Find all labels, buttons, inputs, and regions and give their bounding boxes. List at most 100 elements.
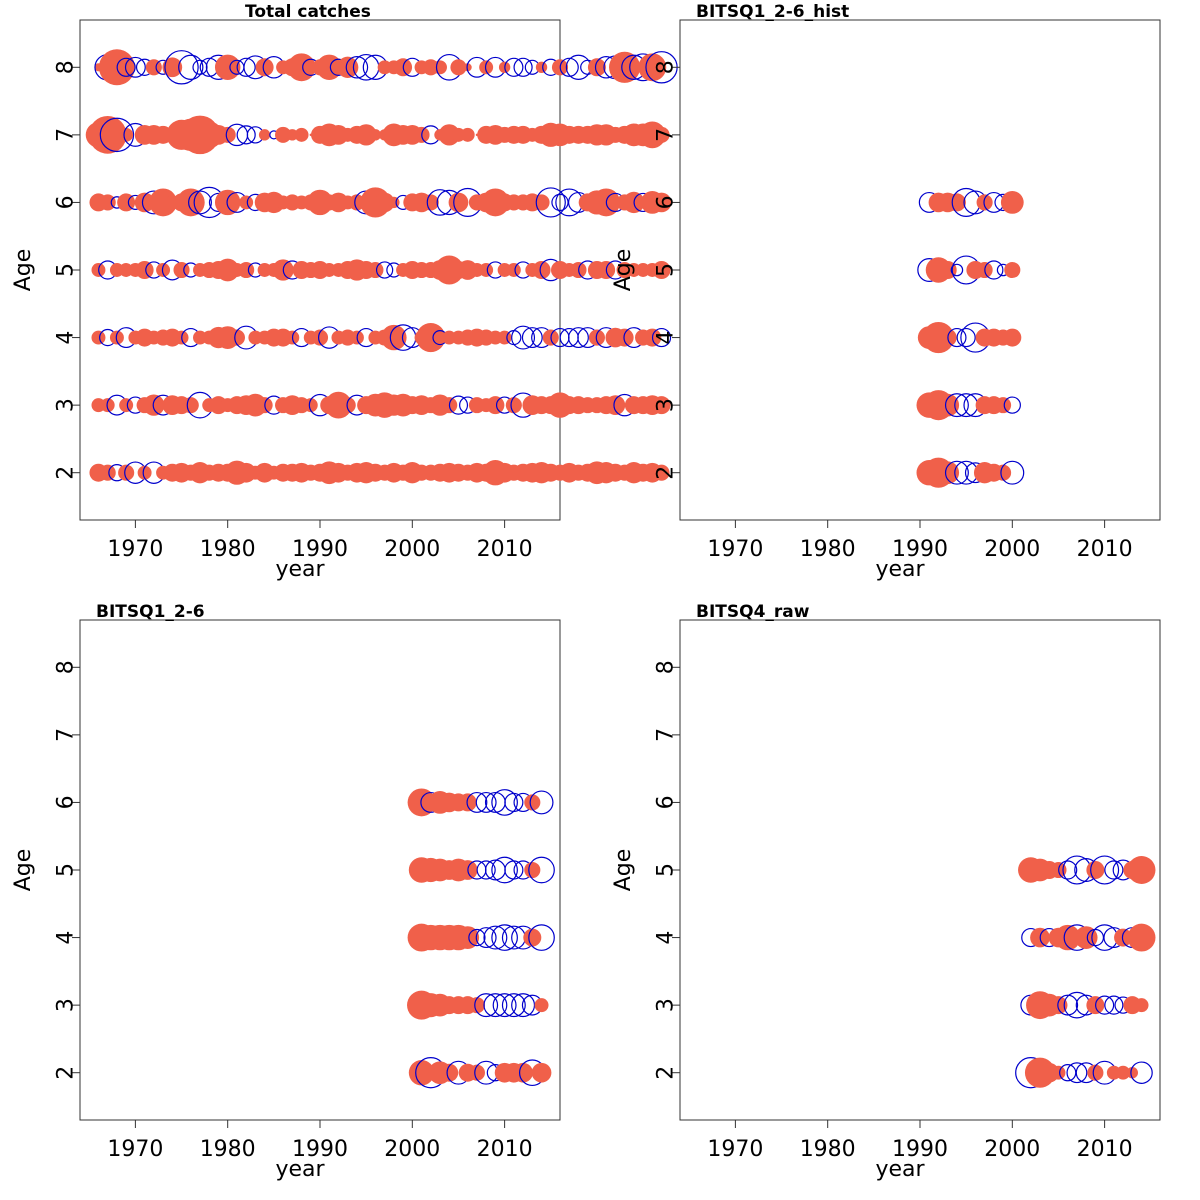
positive-residual-bubble [995, 464, 1012, 481]
positive-residual-bubble [275, 126, 292, 143]
positive-residual-bubble [479, 263, 494, 277]
negative-residual-bubble [1130, 1061, 1153, 1084]
negative-residual-bubble [99, 117, 135, 153]
positive-residual-bubble [109, 330, 124, 345]
y-tick-label: 8 [654, 60, 679, 74]
positive-residual-bubble [448, 192, 469, 213]
bubbles [1015, 855, 1156, 1089]
positive-residual-bubble [381, 324, 407, 351]
x-tick-label: 1990 [292, 1137, 348, 1162]
positive-residual-bubble [1116, 1065, 1131, 1080]
positive-residual-bubble [228, 329, 245, 346]
negative-residual-bubble [1066, 1062, 1088, 1084]
positive-residual-bubble [535, 61, 548, 73]
negative-residual-bubble [448, 395, 469, 415]
positive-residual-bubble [286, 129, 298, 141]
plot-frame [79, 619, 561, 1121]
y-tick-label: 2 [654, 466, 679, 480]
positive-residual-bubble [91, 330, 106, 345]
positive-residual-bubble [1127, 923, 1156, 952]
positive-residual-bubble [339, 397, 356, 414]
negative-residual-bubble [474, 993, 499, 1018]
negative-residual-bubble [568, 327, 589, 349]
negative-residual-bubble [468, 928, 486, 947]
x-tick-label: 1990 [892, 1137, 948, 1162]
positive-residual-bubble [1049, 996, 1068, 1015]
positive-residual-bubble [100, 398, 115, 413]
x-tick-label: 1970 [707, 537, 763, 562]
panel-title: Total catches [245, 2, 371, 22]
positive-residual-bubble [936, 461, 960, 485]
positive-residual-bubble [1003, 328, 1022, 347]
positive-residual-bubble [947, 193, 966, 212]
positive-residual-bubble [460, 127, 475, 142]
positive-residual-bubble [440, 1063, 459, 1082]
positive-residual-bubble [523, 928, 542, 947]
negative-residual-bubble [484, 791, 506, 813]
bubbles [916, 187, 1025, 488]
positive-residual-bubble [135, 261, 154, 279]
positive-residual-bubble [287, 53, 316, 82]
x-tick-label: 2000 [384, 537, 440, 562]
positive-residual-bubble [1074, 926, 1098, 949]
negative-residual-bubble [466, 791, 488, 813]
plot-frame [679, 19, 1161, 521]
negative-residual-bubble [491, 789, 518, 816]
panel-title: BITSQ1_2-6 [96, 602, 205, 622]
positive-residual-bubble [1127, 856, 1156, 884]
negative-residual-bubble [483, 925, 508, 950]
positive-residual-bubble [534, 998, 549, 1013]
negative-residual-bubble [375, 261, 394, 279]
x-tick-label: 1970 [707, 1137, 763, 1162]
positive-residual-bubble [506, 263, 521, 277]
positive-residual-bubble [422, 194, 439, 211]
positive-residual-bubble [407, 788, 436, 817]
negative-residual-bubble [116, 57, 136, 77]
positive-residual-bubble [258, 129, 271, 141]
positive-residual-bubble [416, 323, 446, 353]
x-tick-label: 1980 [800, 537, 856, 562]
negative-residual-bubble [475, 927, 497, 949]
positive-residual-bubble [653, 126, 670, 143]
panel-2: BITSQ1_2-6_hist 1970 1980 1990 2000 2010 2 3 4 5 6… [611, 2, 1161, 582]
positive-residual-bubble [294, 127, 309, 142]
y-tick-label: 2 [54, 1066, 79, 1080]
positive-residual-bubble [652, 396, 671, 415]
positive-residual-bubble [303, 398, 318, 413]
positive-residual-bubble [1086, 861, 1105, 879]
y-axis-label: Age [611, 849, 636, 892]
positive-residual-bubble [214, 189, 241, 216]
negative-residual-bubble [511, 325, 536, 350]
positive-residual-bubble [524, 861, 541, 879]
positive-residual-bubble [479, 60, 494, 75]
positive-residual-bubble [976, 194, 993, 211]
y-tick-label: 6 [54, 795, 79, 809]
positive-residual-bubble [369, 129, 382, 141]
negative-residual-bubble [535, 187, 566, 218]
positive-residual-bubble [1087, 1064, 1104, 1081]
y-tick-label: 3 [654, 398, 679, 412]
x-tick-label: 2000 [984, 537, 1040, 562]
positive-residual-bubble [605, 395, 626, 415]
y-tick-label: 5 [54, 263, 79, 277]
positive-residual-bubble [355, 124, 377, 146]
negative-residual-bubble [124, 56, 146, 78]
x-tick-label: 1980 [200, 1137, 256, 1162]
negative-residual-bubble [651, 327, 672, 348]
x-axis-label: year [875, 1157, 925, 1182]
y-tick-label: 4 [654, 931, 679, 945]
positive-residual-bubble [143, 394, 165, 416]
bubbles [85, 49, 678, 486]
positive-residual-bubble [468, 1064, 485, 1081]
y-tick-label: 8 [54, 60, 79, 74]
positive-residual-bubble [88, 115, 127, 154]
negative-residual-bubble [521, 327, 543, 349]
positive-residual-bubble [938, 261, 957, 279]
y-tick-label: 5 [54, 863, 79, 877]
positive-residual-bubble [505, 397, 522, 414]
y-axis-label: Age [11, 249, 36, 292]
y-tick-label: 5 [654, 863, 679, 877]
x-tick-label: 2000 [984, 1137, 1040, 1162]
x-tick-label: 1970 [107, 537, 163, 562]
positive-residual-bubble [936, 393, 960, 417]
